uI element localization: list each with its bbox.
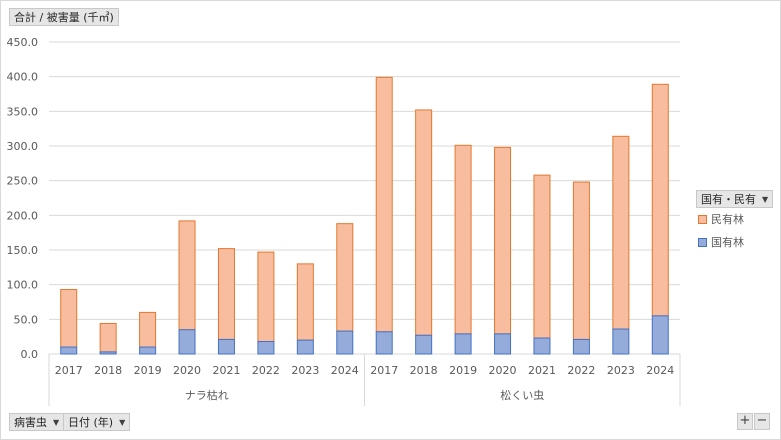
bar-national-forest — [454, 333, 472, 355]
bar-private-forest — [572, 181, 590, 340]
x-tick-label: 2019 — [134, 364, 162, 377]
x-tick-label: 2022 — [252, 364, 280, 377]
bar-private-forest — [178, 220, 196, 331]
y-tick-label: 0.0 — [21, 348, 39, 361]
y-tick-label: 50.0 — [14, 313, 39, 326]
bar-private-forest — [533, 174, 551, 339]
zoom-in-button[interactable]: + — [737, 413, 753, 430]
legend-swatch-private-forest — [698, 214, 707, 224]
x-tick-label: 2019 — [449, 364, 477, 377]
bar-national-forest — [375, 331, 393, 355]
x-tick-label: 2023 — [291, 364, 319, 377]
legend-label-national-forest: 国有林 — [711, 236, 744, 249]
y-tick-label: 350.0 — [7, 105, 39, 118]
x-tick-label: 2023 — [607, 364, 635, 377]
bar-private-forest — [217, 248, 235, 340]
bar-private-forest — [651, 83, 669, 317]
bar-national-forest — [139, 346, 157, 355]
minus-icon: − — [756, 413, 768, 428]
bar-national-forest — [296, 339, 314, 355]
x-tick-label: 2020 — [489, 364, 517, 377]
group-label: 松くい虫 — [500, 388, 544, 402]
dropdown-arrow-icon: ▼ — [119, 417, 126, 427]
x-tick-label: 2018 — [410, 364, 438, 377]
bar-private-forest — [257, 251, 275, 343]
bar-national-forest — [336, 330, 354, 355]
bar-national-forest — [217, 338, 235, 355]
bar-national-forest — [415, 334, 433, 355]
value-field-button[interactable]: 合計 / 被害量 (千㎥) — [9, 8, 119, 26]
bar-national-forest — [99, 351, 117, 355]
bar-private-forest — [612, 135, 630, 330]
bar-national-forest — [60, 346, 78, 355]
y-tick-label: 200.0 — [7, 209, 39, 222]
y-tick-label: 150.0 — [7, 244, 39, 257]
bar-private-forest — [454, 144, 472, 335]
y-tick-label: 400.0 — [7, 71, 39, 84]
x-tick-label: 2022 — [567, 364, 595, 377]
bar-private-forest — [139, 311, 157, 348]
date-field-button[interactable]: 日付 (年) ▼ — [63, 413, 131, 431]
dropdown-arrow-icon: ▼ — [762, 194, 769, 204]
bar-private-forest — [415, 109, 433, 336]
date-field-label: 日付 (年) — [68, 416, 114, 429]
y-tick-label: 250.0 — [7, 175, 39, 188]
bar-national-forest — [178, 329, 196, 355]
y-tick-label: 100.0 — [7, 279, 39, 292]
y-tick-label: 300.0 — [7, 140, 39, 153]
x-tick-label: 2017 — [55, 364, 83, 377]
plus-icon: + — [739, 413, 751, 428]
bar-private-forest — [336, 223, 354, 332]
group-label: ナラ枯れ — [185, 388, 229, 402]
bar-national-forest — [572, 338, 590, 355]
x-tick-label: 2021 — [212, 364, 240, 377]
bar-private-forest — [375, 76, 393, 333]
bar-private-forest — [296, 263, 314, 341]
legend-filter-label: 国有・民有 — [701, 193, 756, 206]
legend-filter-button[interactable]: 国有・民有 ▼ — [696, 190, 774, 208]
category-field-label: 病害虫 — [14, 416, 47, 429]
y-tick-label: 450.0 — [7, 36, 39, 49]
bar-private-forest — [60, 289, 78, 348]
legend-swatch-national-forest — [698, 237, 707, 247]
x-tick-label: 2017 — [370, 364, 398, 377]
dropdown-arrow-icon: ▼ — [53, 417, 60, 427]
bar-private-forest — [99, 322, 117, 353]
bar-national-forest — [533, 337, 551, 355]
zoom-out-button[interactable]: − — [754, 413, 770, 430]
x-tick-label: 2021 — [528, 364, 556, 377]
bar-private-forest — [494, 146, 512, 335]
legend-item-national-forest: 国有林 — [698, 234, 744, 250]
legend-label-private-forest: 民有林 — [711, 213, 744, 226]
value-field-label: 合計 / 被害量 (千㎥) — [14, 11, 114, 24]
x-tick-label: 2018 — [94, 364, 122, 377]
legend-item-private-forest: 民有林 — [698, 211, 744, 227]
bar-national-forest — [257, 341, 275, 355]
bar-national-forest — [651, 315, 669, 355]
bar-national-forest — [494, 333, 512, 355]
category-field-button[interactable]: 病害虫 ▼ — [9, 413, 65, 431]
x-tick-label: 2020 — [173, 364, 201, 377]
x-tick-label: 2024 — [646, 364, 674, 377]
x-tick-label: 2024 — [331, 364, 359, 377]
bar-national-forest — [612, 328, 630, 355]
